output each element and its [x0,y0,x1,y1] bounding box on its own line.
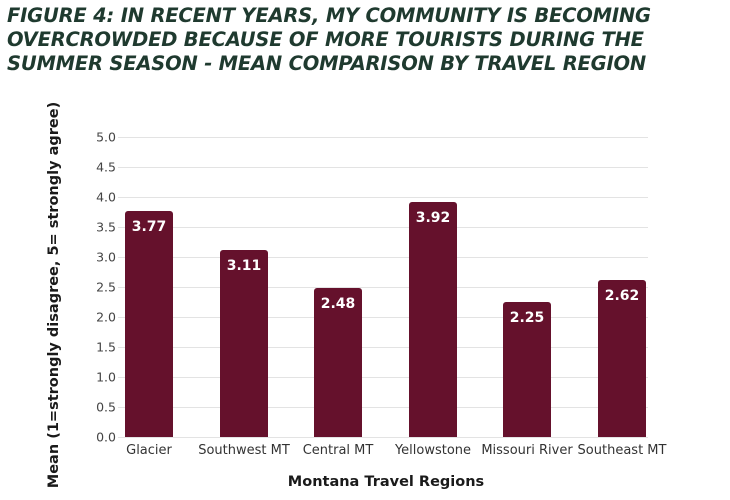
y-axis-label: Mean (1=strongly disagree, 5= strongly a… [46,101,62,489]
bar-value-label: 3.11 [226,258,262,275]
bar-value-label: 3.77 [131,218,167,235]
gridline [118,167,648,168]
x-tick-label: Central MT [302,443,374,458]
gridline [118,197,648,198]
bar-value-label: 3.92 [415,209,451,226]
gridline [118,437,648,438]
y-tick-label: 2.5 [96,279,116,295]
x-tick-label: Glacier [126,443,172,458]
gridline [118,137,648,138]
y-tick-label: 4.5 [96,159,116,175]
y-tick-label: 0.0 [96,429,116,445]
bar-missouri-river [503,302,551,437]
y-tick-label: 1.0 [96,369,116,385]
y-tick-label: 1.5 [96,339,116,355]
y-tick-label: 0.5 [96,399,116,415]
gridline [118,227,648,228]
bar-yellowstone [409,201,457,437]
gridline [118,407,648,408]
x-tick-label: Missouri River [481,443,573,458]
gridline [118,257,648,258]
bar-southwest-mt [220,250,268,437]
chart-title: FIGURE 4: IN RECENT YEARS, MY COMMUNITY … [7,4,651,75]
y-tick-label: 3.5 [96,219,116,235]
x-tick-label: Southeast MT [577,443,667,458]
x-tick-label: Southwest MT [198,443,290,458]
gridline [118,377,648,378]
bar-central-mt [314,288,362,437]
gridline [118,287,648,288]
bar-value-label: 2.62 [604,287,640,304]
bar-value-label: 2.48 [320,296,356,313]
bar-glacier [125,210,173,437]
bar-value-label: 2.25 [509,310,545,326]
y-tick-label: 4.0 [96,189,116,205]
bar-southeast-mt [598,279,646,437]
y-tick-label: 5.0 [96,129,116,145]
gridline [118,347,648,348]
x-axis-label: Montana Travel Regions [287,474,485,490]
x-tick-label: Yellowstone [394,443,472,458]
gridline [118,317,648,318]
y-tick-label: 3.0 [96,249,116,265]
y-tick-label: 2.0 [96,309,116,325]
